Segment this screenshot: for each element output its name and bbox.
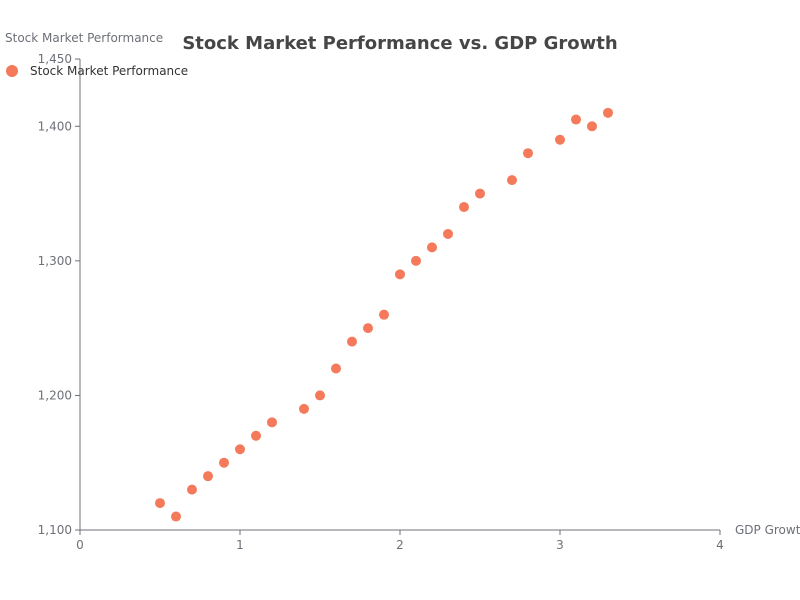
data-point[interactable] xyxy=(347,336,357,347)
data-point[interactable] xyxy=(427,242,437,253)
data-point[interactable] xyxy=(507,175,517,186)
data-point[interactable] xyxy=(475,188,485,199)
legend-marker[interactable] xyxy=(6,65,18,77)
data-point[interactable] xyxy=(251,430,261,441)
legend-label[interactable]: Stock Market Performance xyxy=(30,64,188,78)
y-axis-label: Stock Market Performance xyxy=(5,31,163,45)
data-point[interactable] xyxy=(459,202,469,213)
x-tick-label: 0 xyxy=(76,538,84,552)
data-point[interactable] xyxy=(299,403,309,414)
data-point[interactable] xyxy=(379,309,389,320)
data-point[interactable] xyxy=(411,255,421,266)
data-point[interactable] xyxy=(171,511,181,522)
legend[interactable]: Stock Market Performance xyxy=(6,64,188,78)
data-point[interactable] xyxy=(315,390,325,401)
data-point[interactable] xyxy=(187,484,197,495)
x-tick-label: 4 xyxy=(716,538,724,552)
data-point[interactable] xyxy=(523,148,533,159)
data-point[interactable] xyxy=(203,471,213,482)
y-tick-label: 1,400 xyxy=(38,119,72,133)
x-tick-label: 2 xyxy=(396,538,404,552)
data-point[interactable] xyxy=(331,363,341,374)
data-point[interactable] xyxy=(219,457,229,468)
data-point[interactable] xyxy=(443,228,453,239)
chart-title: Stock Market Performance vs. GDP Growth xyxy=(182,33,617,54)
data-point[interactable] xyxy=(603,107,613,118)
data-point[interactable] xyxy=(267,417,277,428)
x-tick-label: 3 xyxy=(556,538,564,552)
axis-ticks: 0 1 2 3 4 1,100 1,200 1,300 1,400 1,450 xyxy=(38,52,724,552)
y-tick-label: 1,450 xyxy=(38,52,72,66)
data-point[interactable] xyxy=(587,121,597,132)
x-tick-label: 1 xyxy=(236,538,244,552)
y-tick-label: 1,300 xyxy=(38,254,72,268)
data-point[interactable] xyxy=(555,134,565,145)
data-point[interactable] xyxy=(235,444,245,455)
data-point[interactable] xyxy=(363,323,373,334)
data-point[interactable] xyxy=(395,269,405,280)
data-point[interactable] xyxy=(155,498,165,509)
y-tick-label: 1,100 xyxy=(38,523,72,537)
data-point[interactable] xyxy=(571,114,581,125)
data-points xyxy=(155,107,613,522)
x-axis-label: GDP Growth xyxy=(735,523,800,537)
y-tick-label: 1,200 xyxy=(38,388,72,402)
